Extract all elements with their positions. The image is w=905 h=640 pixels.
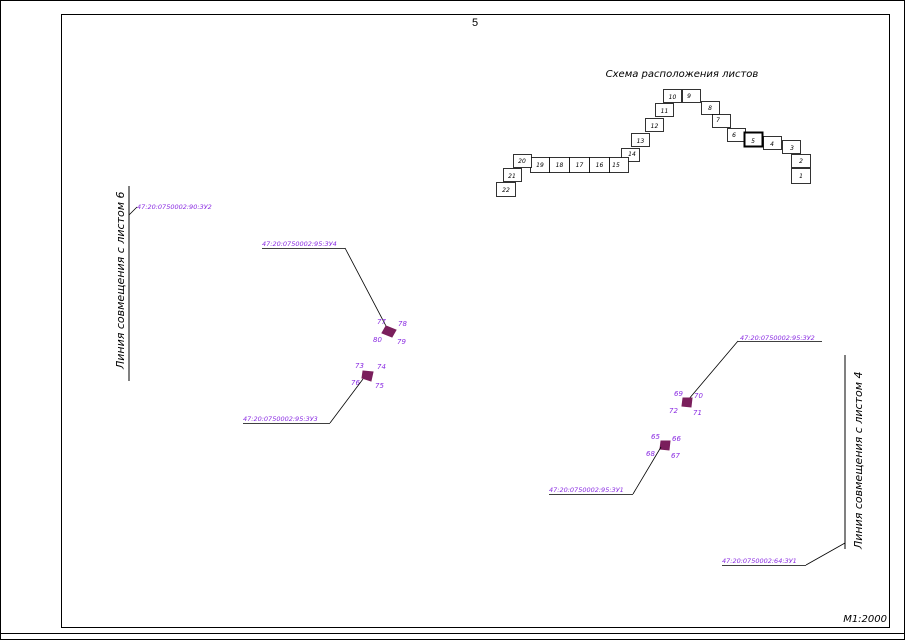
svg-text:69: 69 bbox=[674, 390, 683, 398]
svg-text:4: 4 bbox=[770, 141, 774, 148]
svg-text:67: 67 bbox=[671, 452, 680, 460]
scheme-cell-19: 19 bbox=[530, 157, 550, 173]
svg-text:73: 73 bbox=[355, 362, 364, 370]
svg-text:21: 21 bbox=[508, 173, 516, 180]
parcel-label-90-zu2: 47:20:0750002:90:ЗУ2 bbox=[128, 203, 212, 216]
scheme-cell-9: 9 bbox=[682, 89, 701, 103]
svg-text:9: 9 bbox=[687, 93, 691, 100]
scheme-cell-11: 11 bbox=[655, 103, 674, 117]
svg-text:19: 19 bbox=[536, 162, 544, 169]
svg-text:68: 68 bbox=[646, 450, 655, 458]
svg-text:15: 15 bbox=[612, 162, 620, 169]
parcel-marker-zu2: 69 70 71 72 bbox=[669, 390, 703, 417]
scheme-cell-8: 8 bbox=[701, 101, 720, 115]
svg-text:76: 76 bbox=[351, 379, 360, 387]
svg-text:70: 70 bbox=[694, 392, 703, 400]
svg-text:47:20:0750002:95:ЗУ1: 47:20:0750002:95:ЗУ1 bbox=[549, 486, 624, 494]
parcel-marker-zu4: 77 78 79 80 bbox=[373, 318, 407, 346]
scheme-cell-3: 3 bbox=[782, 140, 801, 154]
svg-text:5: 5 bbox=[751, 138, 755, 145]
sheet-number: 5 bbox=[472, 17, 478, 29]
svg-text:3: 3 bbox=[790, 145, 794, 152]
svg-text:13: 13 bbox=[637, 138, 645, 145]
svg-text:18: 18 bbox=[556, 162, 564, 169]
scheme-cell-1: 1 bbox=[791, 168, 811, 184]
scheme-cell-17: 17 bbox=[569, 157, 590, 173]
svg-text:47:20:0750002:95:ЗУ2: 47:20:0750002:95:ЗУ2 bbox=[740, 334, 815, 342]
svg-text:75: 75 bbox=[375, 382, 384, 390]
scheme-cell-2: 2 bbox=[791, 154, 811, 168]
svg-text:8: 8 bbox=[708, 105, 712, 112]
svg-text:12: 12 bbox=[651, 123, 659, 130]
scheme-cell-10: 10 bbox=[663, 89, 682, 103]
scheme-cell-7: 7 bbox=[712, 114, 731, 128]
scheme-cell-16: 16 bbox=[589, 157, 610, 173]
svg-text:80: 80 bbox=[373, 336, 382, 344]
svg-text:16: 16 bbox=[596, 162, 604, 169]
svg-text:14: 14 bbox=[628, 151, 636, 158]
scheme-cell-22: 22 bbox=[496, 182, 516, 197]
svg-text:79: 79 bbox=[397, 338, 406, 346]
scale-label: М1:2000 bbox=[843, 614, 887, 625]
svg-text:11: 11 bbox=[661, 108, 669, 115]
svg-text:22: 22 bbox=[502, 187, 510, 194]
parcel-label-95-zu3: 47:20:0750002:95:ЗУ3 bbox=[243, 378, 364, 424]
svg-text:65: 65 bbox=[651, 433, 660, 441]
svg-text:74: 74 bbox=[377, 363, 386, 371]
svg-text:71: 71 bbox=[693, 409, 702, 417]
svg-text:17: 17 bbox=[576, 162, 584, 169]
match-line-left-label: Линия совмещения с листом 6 bbox=[114, 192, 127, 371]
scheme-cell-18: 18 bbox=[549, 157, 570, 173]
sheet-layout-scheme: 10 9 11 8 12 7 13 6 5 4 3 2 1 14 15 16 1… bbox=[496, 89, 811, 197]
svg-text:78: 78 bbox=[398, 320, 407, 328]
svg-text:10: 10 bbox=[669, 94, 677, 101]
parcel-marker-zu3: 73 74 75 76 bbox=[351, 362, 386, 390]
svg-text:72: 72 bbox=[669, 407, 678, 415]
scheme-title: Схема расположения листов bbox=[606, 69, 759, 80]
parcel-marker-zu1: 65 66 67 68 bbox=[646, 433, 681, 460]
svg-text:47:20:0750002:90:ЗУ2: 47:20:0750002:90:ЗУ2 bbox=[137, 203, 212, 211]
svg-text:6: 6 bbox=[732, 132, 736, 139]
parcel-label-64-zu1: 47:20:0750002:64:ЗУ1 bbox=[722, 542, 846, 566]
svg-text:1: 1 bbox=[799, 173, 803, 180]
svg-text:47:20:0750002:95:ЗУ3: 47:20:0750002:95:ЗУ3 bbox=[243, 415, 318, 423]
parcel-label-95-zu4: 47:20:0750002:95:ЗУ4 bbox=[262, 240, 387, 327]
svg-text:47:20:0750002:95:ЗУ4: 47:20:0750002:95:ЗУ4 bbox=[262, 240, 337, 248]
svg-text:47:20:0750002:64:ЗУ1: 47:20:0750002:64:ЗУ1 bbox=[722, 557, 797, 565]
parcel-label-95-zu1: 47:20:0750002:95:ЗУ1 bbox=[549, 446, 662, 495]
svg-text:77: 77 bbox=[377, 318, 386, 326]
svg-text:20: 20 bbox=[518, 158, 526, 165]
scheme-cell-21: 21 bbox=[503, 168, 522, 182]
scheme-cell-4: 4 bbox=[763, 136, 782, 150]
svg-text:2: 2 bbox=[799, 158, 803, 165]
scheme-cell-20: 20 bbox=[513, 154, 532, 168]
scheme-cell-6: 6 bbox=[727, 128, 746, 142]
svg-text:7: 7 bbox=[716, 117, 720, 124]
scheme-cell-12: 12 bbox=[645, 118, 664, 132]
match-line-right-label: Линия совмещения с листом 4 bbox=[852, 372, 865, 551]
inner-frame bbox=[61, 14, 890, 628]
svg-text:66: 66 bbox=[672, 435, 681, 443]
parcel-label-95-zu2: 47:20:0750002:95:ЗУ2 bbox=[687, 334, 822, 401]
scheme-cell-15: 15 bbox=[609, 157, 629, 173]
scheme-cell-5: 5 bbox=[743, 131, 764, 148]
scheme-cell-13: 13 bbox=[631, 133, 650, 147]
